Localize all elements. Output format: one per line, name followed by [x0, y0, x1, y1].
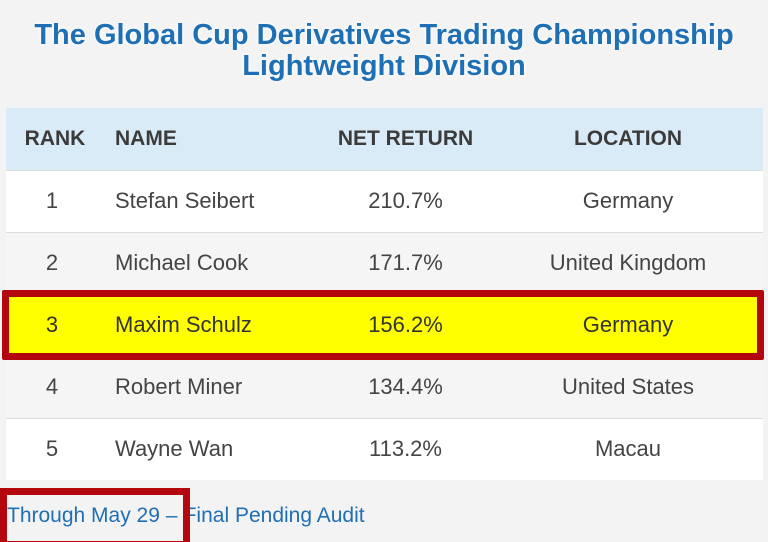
- rank-cell: 1: [45, 188, 59, 213]
- title-line-1: The Global Cup Derivatives Trading Champ…: [34, 19, 734, 51]
- footer-note: Through May 29– Final Pending Audit: [7, 504, 365, 528]
- header-net-return: NET RETURN: [318, 108, 493, 170]
- ranking-table: RANK NAME NET RETURN LOCATION 1 Stefan S…: [6, 108, 763, 480]
- rank-cell: 2: [45, 250, 59, 275]
- title-line-2: Lightweight Division: [242, 50, 526, 82]
- page-title: The Global Cup Derivatives Trading Champ…: [0, 20, 768, 82]
- table-row: 4 Robert Miner 134.4% United States: [6, 356, 763, 418]
- net-return-cell: 210.7%: [368, 188, 443, 213]
- through-date-text: Through May 29: [7, 504, 160, 527]
- header-rank: RANK: [6, 108, 98, 170]
- name-cell: Robert Miner: [115, 374, 243, 399]
- net-return-cell: 134.4%: [368, 374, 443, 399]
- name-cell: Michael Cook: [115, 250, 249, 275]
- table-row: 1 Stefan Seibert 210.7% Germany: [6, 170, 763, 232]
- header-name: NAME: [98, 108, 318, 170]
- audit-status-text: Final Pending Audit: [183, 504, 365, 527]
- table-row: 5 Wayne Wan 113.2% Macau: [6, 418, 763, 480]
- header-row: RANK NAME NET RETURN LOCATION: [6, 108, 763, 170]
- location-cell: Germany: [582, 312, 674, 337]
- header-location: LOCATION: [493, 108, 763, 170]
- rank-cell: 4: [45, 374, 59, 399]
- name-cell: Wayne Wan: [115, 436, 234, 462]
- rank-cell: 5: [45, 436, 59, 462]
- rank-cell: 3: [45, 312, 59, 337]
- table-row-highlighted: 3 Maxim Schulz 156.2% Germany: [6, 294, 763, 356]
- table-body: 1 Stefan Seibert 210.7% Germany 2 Michae…: [6, 170, 763, 480]
- name-cell: Stefan Seibert: [115, 188, 255, 213]
- location-cell: Germany: [582, 188, 674, 213]
- location-cell: Macau: [594, 436, 662, 462]
- location-cell: United States: [561, 374, 695, 399]
- net-return-cell: 171.7%: [368, 250, 443, 275]
- name-cell: Maxim Schulz: [115, 312, 252, 337]
- net-return-cell: 113.2%: [369, 436, 442, 462]
- footer-separator: –: [165, 504, 178, 527]
- table-row: 2 Michael Cook 171.7% United Kingdom: [6, 232, 763, 294]
- table-header: RANK NAME NET RETURN LOCATION: [6, 108, 763, 170]
- net-return-cell: 156.2%: [368, 312, 443, 337]
- location-cell: United Kingdom: [549, 250, 707, 275]
